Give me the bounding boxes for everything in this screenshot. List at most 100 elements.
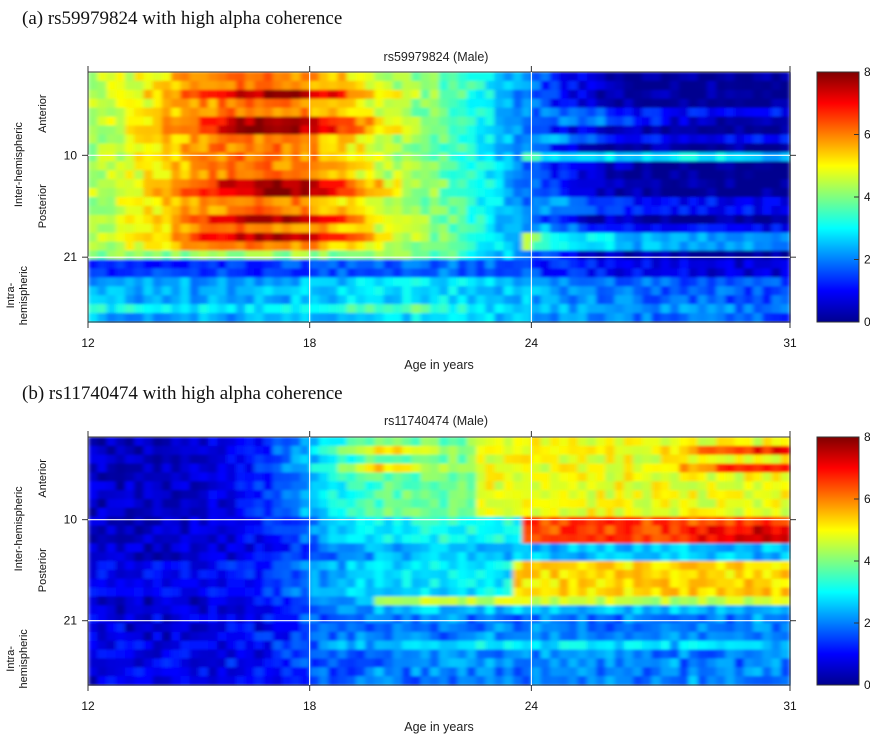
heatmap-cell	[614, 107, 625, 118]
heatmap-cell	[263, 268, 274, 278]
heatmap-cell	[235, 223, 246, 234]
heatmap-cell	[161, 561, 172, 571]
heatmap-cell	[743, 116, 754, 127]
heatmap-cell	[263, 552, 274, 562]
heatmap-cell	[743, 313, 754, 323]
heatmap-cell	[439, 223, 449, 234]
heatmap-cell	[254, 605, 265, 615]
heatmap-cell	[235, 286, 246, 296]
heatmap-cell	[124, 623, 135, 633]
heatmap-cell	[281, 596, 292, 606]
heatmap-cell	[632, 98, 643, 109]
heatmap-cell	[540, 214, 551, 225]
heatmap-cell	[420, 304, 431, 314]
heatmap-cell	[355, 241, 366, 252]
heatmap-cell	[383, 569, 394, 580]
heatmap-cell	[679, 454, 689, 465]
heatmap-cell	[106, 516, 117, 527]
heatmap-cell	[743, 454, 754, 465]
heatmap-cell	[392, 223, 403, 234]
y-group-label-inter-hemispheric: Inter-hemispheric	[13, 486, 25, 571]
heatmap-cell	[522, 268, 532, 278]
heatmap-cell	[660, 72, 671, 82]
heatmap-cell	[577, 197, 588, 207]
heatmap-cell	[697, 516, 708, 527]
heatmap-cell	[632, 658, 643, 668]
heatmap-cell	[383, 134, 394, 145]
heatmap-cell	[226, 179, 237, 189]
heatmap-cell	[134, 605, 145, 615]
heatmap-cell	[291, 72, 302, 82]
heatmap-cell	[402, 72, 412, 82]
heatmap-cell	[171, 499, 181, 509]
heatmap-cell	[559, 481, 569, 491]
heatmap-cell	[743, 304, 754, 314]
heatmap-cell	[716, 490, 726, 500]
heatmap-cell	[725, 561, 736, 571]
heatmap-cell	[669, 80, 680, 91]
heatmap-cell	[143, 605, 154, 615]
heatmap-cell	[365, 623, 375, 633]
heatmap-cell	[198, 188, 209, 198]
heatmap-cell	[392, 277, 403, 287]
heatmap-cell	[614, 463, 625, 474]
heatmap-cell	[651, 188, 662, 198]
heatmap-cell	[383, 437, 394, 447]
heatmap-cell	[466, 569, 477, 580]
heatmap-cell	[217, 614, 228, 624]
heatmap-cell	[217, 205, 228, 216]
heatmap-cell	[411, 534, 422, 544]
heatmap-cell	[780, 552, 791, 562]
heatmap-cell	[235, 72, 246, 82]
heatmap-cell	[771, 543, 782, 553]
heatmap-cell	[466, 277, 477, 287]
heatmap-cell	[660, 578, 671, 589]
heatmap-cell	[291, 214, 302, 225]
heatmap-cell	[660, 525, 671, 536]
heatmap-cell	[226, 313, 237, 323]
heatmap-cell	[337, 116, 348, 127]
heatmap-cell	[725, 623, 736, 633]
heatmap-cell	[771, 134, 782, 145]
heatmap-cell	[577, 587, 588, 598]
heatmap-cell	[171, 268, 181, 278]
heatmap-cell	[549, 596, 560, 606]
heatmap-cell	[143, 268, 154, 278]
heatmap-cell	[235, 295, 246, 305]
heatmap-cell	[392, 197, 403, 207]
heatmap-cell	[152, 259, 163, 270]
heatmap-cell	[171, 295, 181, 305]
heatmap-cell	[512, 667, 523, 677]
heatmap-cell	[263, 454, 274, 465]
heatmap-cell	[531, 499, 542, 509]
heatmap-cell	[429, 516, 440, 527]
heatmap-cell	[679, 205, 689, 216]
heatmap-cell	[143, 676, 154, 686]
heatmap-cell	[374, 286, 385, 296]
heatmap-cell	[208, 170, 218, 180]
heatmap-cell	[217, 89, 228, 100]
heatmap-cell	[596, 534, 606, 544]
heatmap-cell	[725, 658, 736, 668]
heatmap-cell	[88, 658, 98, 668]
heatmap-cell	[679, 614, 689, 624]
heatmap-cell	[531, 89, 542, 100]
heatmap-cell	[272, 649, 283, 660]
heatmap-cell	[549, 561, 560, 571]
heatmap-cell	[143, 116, 154, 127]
heatmap-cell	[300, 277, 311, 287]
heatmap-cell	[134, 631, 145, 642]
heatmap-cell	[475, 179, 486, 189]
heatmap-cell	[189, 313, 200, 323]
heatmap-cell	[383, 463, 394, 474]
heatmap-cell	[466, 304, 477, 314]
heatmap-cell	[420, 437, 431, 447]
heatmap-cell	[328, 561, 338, 571]
heatmap-cell	[651, 313, 662, 323]
heatmap-cell	[596, 667, 606, 677]
heatmap-cell	[318, 534, 329, 544]
heatmap-cell	[235, 445, 246, 456]
heatmap-cell	[771, 295, 782, 305]
heatmap-cell	[402, 543, 412, 553]
